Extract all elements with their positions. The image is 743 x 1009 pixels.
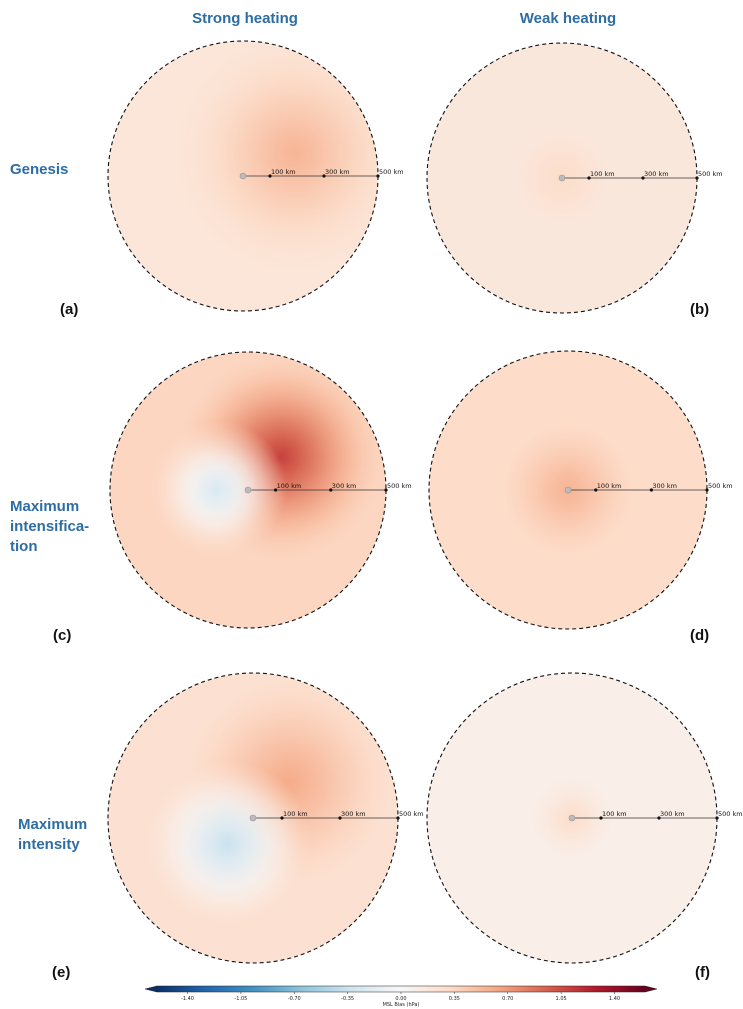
row-title-line: Genesis [10, 161, 69, 178]
column-title-weak: Weak heating [519, 10, 617, 27]
colorbar-tick-label: 0.70 [502, 996, 513, 1002]
distance-scale-dot [396, 816, 400, 820]
distance-scale-label: 100 km [597, 482, 622, 490]
colorbar-tick-label: -0.70 [288, 996, 301, 1002]
distance-scale-dot [384, 488, 388, 492]
distance-scale-label: 300 km [652, 482, 677, 490]
row-title-line: Maximum [18, 816, 88, 833]
distance-scale-dot [376, 174, 380, 178]
panel-e: 100 km 300 km 500 km [107, 672, 424, 964]
storm-center-marker [564, 486, 572, 494]
storm-center-marker [239, 172, 247, 180]
distance-scale-label: 300 km [332, 482, 357, 490]
row-title-line: tion [10, 538, 38, 555]
panel-label-d: (d) [690, 627, 710, 644]
colorbar-tick-label: -0.35 [341, 996, 354, 1002]
distance-scale-dot [322, 174, 326, 178]
bias-anomaly-blob [165, 41, 378, 282]
distance-scale-label: 300 km [660, 810, 685, 818]
distance-scale-label: 500 km [387, 482, 412, 490]
panel-label-e: (e) [52, 964, 71, 981]
panel-f: 100 km 300 km 500 km [426, 672, 743, 964]
distance-scale-dot [695, 176, 699, 180]
colorbar-tick-label: 1.40 [609, 996, 620, 1002]
bias-anomaly-blob [146, 419, 288, 561]
colorbar-tick-label: -1.05 [234, 996, 247, 1002]
bias-anomaly-blob [143, 760, 311, 928]
distance-scale-dot [280, 816, 284, 820]
colorbar-label: MSL Bias (hPa) [383, 1002, 420, 1008]
row-title-max-intensification: Maximum intensifica- tion [10, 497, 110, 557]
distance-scale-label: 300 km [325, 168, 350, 176]
colorbar-tick-label: 1.05 [556, 996, 567, 1002]
storm-center-marker [249, 814, 257, 822]
row-title-max-intensity: Maximum intensity [18, 815, 118, 855]
distance-scale-dot [649, 488, 654, 492]
row-title-line: intensifica- [10, 518, 90, 535]
colorbar-tick-label: 0.35 [449, 996, 460, 1002]
row-title-line: intensity [18, 836, 80, 853]
panel-a: 100 km 300 km 500 km [107, 40, 404, 312]
colorbar-min-arrow [144, 985, 158, 993]
distance-scale-label: 100 km [271, 168, 296, 176]
distance-scale-label: 100 km [283, 810, 308, 818]
distance-scale-label: 500 km [708, 482, 733, 490]
panel-label-f: (f) [695, 964, 710, 981]
distance-scale-label: 500 km [379, 168, 404, 176]
column-title-strong: Strong heating [192, 10, 298, 27]
distance-scale-dot [715, 816, 719, 820]
distance-scale-label: 300 km [341, 810, 366, 818]
panel-label-c: (c) [53, 627, 72, 644]
panel-label-b: (b) [690, 301, 710, 318]
colorbar-tick-label: -1.40 [181, 996, 194, 1002]
distance-scale-dot [641, 176, 645, 180]
colorbar-gradient [156, 985, 646, 993]
colorbar: -1.40 -1.05 -0.70 -0.35 0.00 0.35 0.70 1.05 1.40… [144, 985, 658, 1008]
distance-scale-dot [338, 816, 342, 820]
colorbar-tick-label: 0.00 [395, 996, 406, 1002]
distance-scale-label: 100 km [602, 810, 627, 818]
row-title-genesis: Genesis [10, 160, 110, 180]
distance-scale-dot [268, 174, 272, 178]
storm-center-marker [244, 486, 252, 494]
distance-scale-label: 100 km [590, 170, 615, 178]
distance-scale-dot [657, 816, 661, 820]
panel-label-a: (a) [60, 301, 79, 318]
colorbar-max-arrow [644, 985, 658, 993]
row-title-line: Maximum [10, 498, 80, 515]
storm-center-marker [568, 814, 576, 822]
distance-scale-dot [705, 488, 709, 492]
distance-scale-label: 500 km [718, 810, 743, 818]
panel-c: 100 km 300 km 500 km [109, 351, 412, 629]
distance-scale-dot [587, 176, 591, 180]
distance-scale-label: 100 km [277, 482, 302, 490]
distance-scale-label: 500 km [399, 810, 424, 818]
panel-b: 100 km 300 km 500 km [426, 42, 723, 314]
distance-scale-dot [274, 488, 278, 492]
storm-center-marker [558, 174, 566, 182]
panel-d: 100 km 300 km 500 km [428, 350, 733, 630]
distance-scale-label: 300 km [644, 170, 669, 178]
distance-scale-label: 500 km [698, 170, 723, 178]
distance-scale-dot [594, 488, 598, 492]
panels-group: 100 km 300 km 500 km 100 km 300 km 500 km100 … [107, 40, 743, 964]
distance-scale-dot [599, 816, 603, 820]
distance-scale-dot [329, 488, 333, 492]
